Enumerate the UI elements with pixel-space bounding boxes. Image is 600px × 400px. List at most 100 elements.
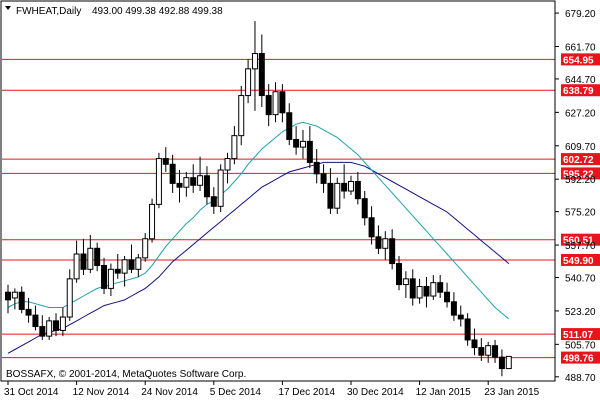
candle-30 bbox=[210, 187, 217, 214]
candle-50 bbox=[348, 175, 354, 195]
y-tick-label: 644.70 bbox=[565, 75, 596, 86]
candle-body bbox=[114, 268, 121, 274]
candle-44 bbox=[306, 126, 313, 169]
candle-body bbox=[94, 247, 101, 266]
level-tag-bg bbox=[561, 167, 600, 180]
candle-body bbox=[224, 158, 231, 171]
candle-19 bbox=[135, 254, 142, 277]
candle-body bbox=[498, 356, 505, 370]
candles bbox=[5, 21, 512, 377]
candle-body bbox=[368, 217, 375, 238]
y-tick-label: 679.20 bbox=[565, 9, 596, 20]
moving-average-fast bbox=[7, 121, 510, 320]
candle-16 bbox=[114, 254, 121, 279]
candle-68 bbox=[471, 328, 478, 356]
candle-61 bbox=[423, 276, 430, 308]
candle-23 bbox=[162, 147, 169, 172]
y-tick-label: 505.70 bbox=[565, 340, 596, 351]
candle-25 bbox=[176, 170, 183, 203]
candle-14 bbox=[101, 257, 108, 295]
candle-5 bbox=[39, 315, 46, 340]
candle-67 bbox=[464, 313, 471, 346]
candle-body bbox=[5, 291, 11, 301]
y-tick-label: 488.70 bbox=[565, 373, 596, 384]
candle-body bbox=[53, 320, 60, 331]
candle-34 bbox=[238, 86, 245, 146]
candle-58 bbox=[402, 271, 409, 298]
ma-fast-line bbox=[7, 121, 510, 320]
y-axis: 679.20 661.70 644.70 627.20 609.70 592.20 575.… bbox=[555, 9, 596, 384]
candle-body bbox=[485, 345, 492, 356]
candle-72 bbox=[498, 349, 505, 377]
candle-39 bbox=[272, 82, 279, 123]
candle-body bbox=[25, 308, 32, 316]
y-tick-label: 661.70 bbox=[565, 42, 596, 53]
candle-body bbox=[402, 278, 409, 286]
candle-body bbox=[80, 253, 87, 270]
candle-body bbox=[66, 278, 73, 318]
candle-26 bbox=[183, 171, 190, 197]
candle-body bbox=[18, 291, 25, 310]
candle-body bbox=[341, 182, 348, 192]
level-tag-label: 595.22 bbox=[563, 169, 594, 180]
candle-body bbox=[471, 339, 478, 349]
candle-body bbox=[409, 278, 416, 299]
candle-body bbox=[258, 53, 265, 97]
level-tag-bg bbox=[561, 253, 600, 266]
candle-42 bbox=[293, 126, 300, 155]
level-tag-label: 638.79 bbox=[563, 86, 594, 97]
candle-21 bbox=[149, 198, 156, 243]
candle-body bbox=[203, 175, 210, 198]
candle-27 bbox=[190, 164, 197, 193]
x-tick-label: 31 Oct 2014 bbox=[4, 387, 59, 398]
candle-40 bbox=[279, 84, 286, 123]
candle-body bbox=[32, 314, 39, 328]
candle-body bbox=[293, 138, 300, 148]
candle-body bbox=[190, 177, 197, 186]
candle-71 bbox=[492, 339, 499, 363]
candle-8 bbox=[59, 307, 66, 337]
candle-body bbox=[327, 182, 334, 209]
candle-body bbox=[142, 238, 149, 259]
candle-31 bbox=[217, 164, 224, 213]
candle-46 bbox=[320, 164, 327, 193]
candle-33 bbox=[231, 126, 238, 165]
candle-37 bbox=[258, 34, 265, 108]
candle-body bbox=[279, 91, 286, 114]
candle-24 bbox=[169, 154, 176, 193]
candle-body bbox=[107, 268, 114, 289]
candle-60 bbox=[416, 278, 423, 304]
candle-body bbox=[286, 112, 293, 140]
x-tick-label: 5 Dec 2014 bbox=[210, 387, 262, 398]
copyright-text: BOSSAFX, © 2001-2014, MetaQuotes Softwar… bbox=[6, 369, 246, 380]
candle-body bbox=[354, 180, 361, 200]
candle-body bbox=[217, 169, 224, 207]
candle-body bbox=[238, 95, 245, 137]
candle-69 bbox=[478, 338, 485, 361]
candle-11 bbox=[80, 238, 87, 276]
candle-73 bbox=[505, 355, 512, 370]
candle-9 bbox=[66, 269, 73, 321]
candle-body bbox=[478, 347, 485, 356]
candle-7 bbox=[53, 313, 60, 337]
candle-63 bbox=[437, 275, 444, 298]
candle-54 bbox=[375, 225, 382, 255]
symbol-label: FWHEAT,Daily bbox=[16, 6, 81, 17]
candle-body bbox=[492, 345, 499, 358]
candle-3 bbox=[25, 297, 32, 323]
plot-frame bbox=[0, 0, 556, 382]
candle-28 bbox=[197, 156, 204, 192]
y-tick-label: 523.20 bbox=[565, 307, 596, 318]
symbol-dropdown-icon[interactable] bbox=[5, 6, 11, 10]
candle-body bbox=[197, 175, 204, 186]
candle-body bbox=[396, 263, 403, 286]
candle-body bbox=[272, 91, 279, 116]
candle-body bbox=[183, 177, 190, 188]
candle-17 bbox=[121, 255, 128, 287]
candle-22 bbox=[155, 152, 162, 209]
x-tick-label: 12 Nov 2014 bbox=[73, 387, 130, 398]
candle-36 bbox=[251, 21, 258, 111]
level-tag-label: 654.95 bbox=[563, 55, 594, 66]
level-tag-label: 511.07 bbox=[563, 330, 593, 341]
